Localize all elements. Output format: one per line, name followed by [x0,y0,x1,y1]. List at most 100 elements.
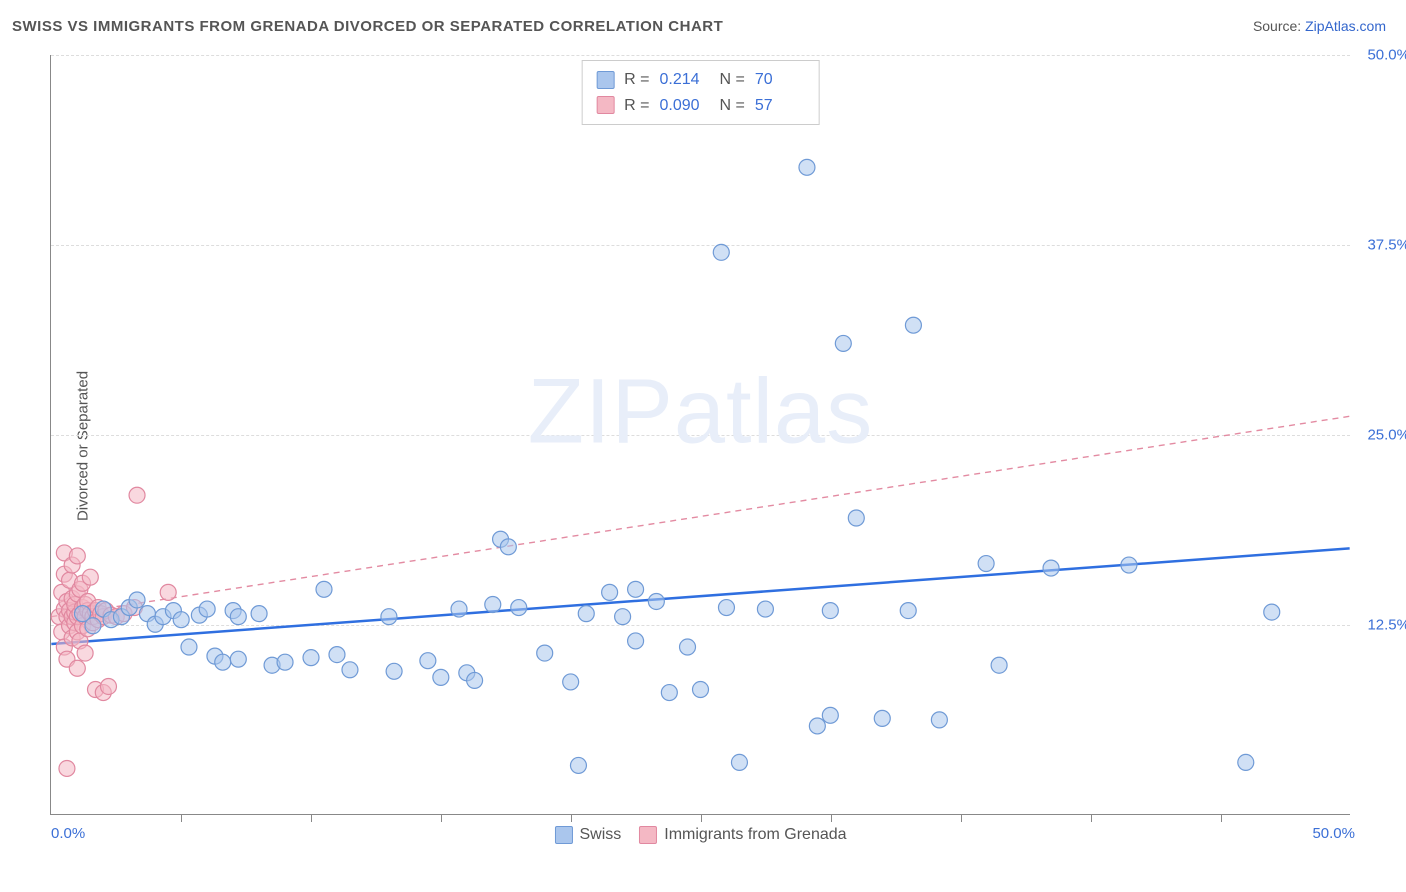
data-point [900,603,916,619]
data-point [757,601,773,617]
legend-item: Swiss [554,826,621,844]
chart-container: SWISS VS IMMIGRANTS FROM GRENADA DIVORCE… [0,0,1406,892]
data-point [251,606,267,622]
data-point [467,672,483,688]
data-point [199,601,215,617]
source-link[interactable]: ZipAtlas.com [1305,18,1386,34]
data-point [381,609,397,625]
data-point [59,760,75,776]
stat-r-label: R = [624,67,649,93]
y-tick-label: 37.5% [1367,237,1406,254]
data-point [978,556,994,572]
data-point [628,581,644,597]
data-point [485,597,501,613]
stat-n-label: N = [720,93,745,119]
data-point [731,754,747,770]
data-point [602,584,618,600]
y-tick-label: 50.0% [1367,47,1406,64]
x-tick-mark [831,814,832,822]
data-point [835,335,851,351]
data-point [713,244,729,260]
data-point [1121,557,1137,573]
data-point [693,682,709,698]
data-point [511,600,527,616]
data-point [277,654,293,670]
x-tick-mark [1221,814,1222,822]
data-point [420,653,436,669]
swatch-icon [639,826,657,844]
x-origin-label: 0.0% [51,825,85,842]
data-point [1264,604,1280,620]
stat-n-value: 70 [755,67,805,93]
data-point [661,685,677,701]
stats-row: R = 0.214 N = 70 [596,67,805,93]
legend: Swiss Immigrants from Grenada [554,826,846,844]
data-point [69,548,85,564]
legend-label: Immigrants from Grenada [664,826,846,844]
data-point [342,662,358,678]
data-point [129,592,145,608]
data-point [905,317,921,333]
data-point [991,657,1007,673]
data-point [215,654,231,670]
x-tick-mark [1091,814,1092,822]
y-tick-label: 25.0% [1367,427,1406,444]
data-point [100,678,116,694]
data-point [615,609,631,625]
swatch-icon [596,71,614,89]
source-prefix: Source: [1253,18,1305,34]
data-point [160,584,176,600]
data-point [329,647,345,663]
data-point [680,639,696,655]
x-tick-mark [441,814,442,822]
swatch-icon [554,826,572,844]
data-point [563,674,579,690]
data-point [85,618,101,634]
stat-n-label: N = [720,67,745,93]
stat-r-value: 0.090 [660,93,710,119]
data-point [628,633,644,649]
data-point [82,569,98,585]
stats-box: R = 0.214 N = 70 R = 0.090 N = 57 [581,60,820,125]
trend-line [51,416,1349,616]
data-point [316,581,332,597]
data-point [648,593,664,609]
data-point [578,606,594,622]
data-point [386,663,402,679]
plot-area: ZIPatlas R =0.214N =70R =0.090N =57 0.0%… [50,55,1350,815]
data-point [433,669,449,685]
stats-row: R = 0.090 N = 57 [596,93,805,119]
data-point [931,712,947,728]
swatch-icon [596,96,614,114]
legend-item: Immigrants from Grenada [639,826,846,844]
data-point [303,650,319,666]
data-point [537,645,553,661]
legend-label: Swiss [579,826,621,844]
stat-n-value: 57 [755,93,805,119]
x-tick-mark [181,814,182,822]
data-point [77,645,93,661]
data-point [809,718,825,734]
x-tick-mark [311,814,312,822]
data-point [500,539,516,555]
data-point [848,510,864,526]
data-point [129,487,145,503]
y-tick-label: 12.5% [1367,617,1406,634]
data-point [799,159,815,175]
data-point [230,609,246,625]
stat-r-value: 0.214 [660,67,710,93]
data-point [822,603,838,619]
source-attribution: Source: ZipAtlas.com [1253,18,1386,34]
x-tick-mark [961,814,962,822]
data-point [1043,560,1059,576]
data-point [874,710,890,726]
chart-title: SWISS VS IMMIGRANTS FROM GRENADA DIVORCE… [12,18,723,35]
stat-r-label: R = [624,93,649,119]
data-point [822,707,838,723]
data-point [1238,754,1254,770]
data-point [173,612,189,628]
trend-line [51,548,1349,644]
x-tick-mark [701,814,702,822]
data-point [230,651,246,667]
data-point [718,600,734,616]
